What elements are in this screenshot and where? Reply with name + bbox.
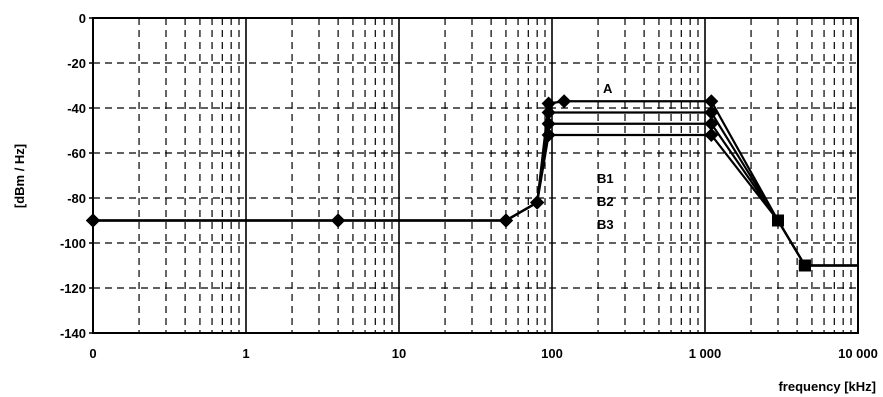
series-label-b3: B3 bbox=[597, 217, 614, 232]
x-tick-label: 100 bbox=[541, 346, 563, 361]
y-tick-label: -20 bbox=[67, 56, 86, 71]
series-label-b2: B2 bbox=[597, 194, 614, 209]
data-point-diamond bbox=[704, 128, 719, 142]
data-point-diamond bbox=[704, 94, 719, 109]
x-tick-label: 1 000 bbox=[689, 346, 722, 361]
series-layer bbox=[86, 94, 858, 272]
x-axis-label: frequency [kHz] bbox=[778, 379, 876, 394]
series-label-b1: B1 bbox=[597, 171, 614, 186]
x-tick-label: 10 000 bbox=[838, 346, 878, 361]
y-tick-label: -80 bbox=[67, 191, 86, 206]
x-tick-label: 1 bbox=[242, 346, 249, 361]
x-tick-label: 0 bbox=[89, 346, 96, 361]
data-point-diamond bbox=[331, 213, 346, 228]
series-line bbox=[93, 133, 858, 267]
grid bbox=[93, 18, 858, 333]
x-tick-label: 10 bbox=[392, 346, 406, 361]
y-tick-label: -140 bbox=[60, 326, 86, 341]
data-point-diamond bbox=[704, 116, 719, 131]
series-line bbox=[93, 100, 858, 267]
data-point-square bbox=[771, 214, 784, 227]
y-tick-label: -60 bbox=[67, 146, 86, 161]
y-tick-label: -40 bbox=[67, 101, 86, 116]
series-label-a: A bbox=[603, 81, 613, 96]
data-point-diamond bbox=[541, 96, 556, 111]
data-point-diamond bbox=[704, 105, 719, 120]
data-point-diamond bbox=[541, 105, 556, 120]
data-point-diamond bbox=[557, 94, 572, 109]
y-tick-label: 0 bbox=[79, 11, 86, 26]
plot-area-frame bbox=[92, 17, 859, 334]
data-point-diamond bbox=[541, 128, 556, 142]
series-line bbox=[93, 122, 858, 267]
data-point-diamond bbox=[498, 213, 513, 228]
data-point-diamond bbox=[530, 195, 545, 210]
y-tick-label: -100 bbox=[60, 236, 86, 251]
data-point-diamond bbox=[541, 116, 556, 131]
y-axis-label: [dBm / Hz] bbox=[12, 144, 27, 208]
data-point-square bbox=[798, 259, 811, 272]
y-tick-label: -120 bbox=[60, 281, 86, 296]
